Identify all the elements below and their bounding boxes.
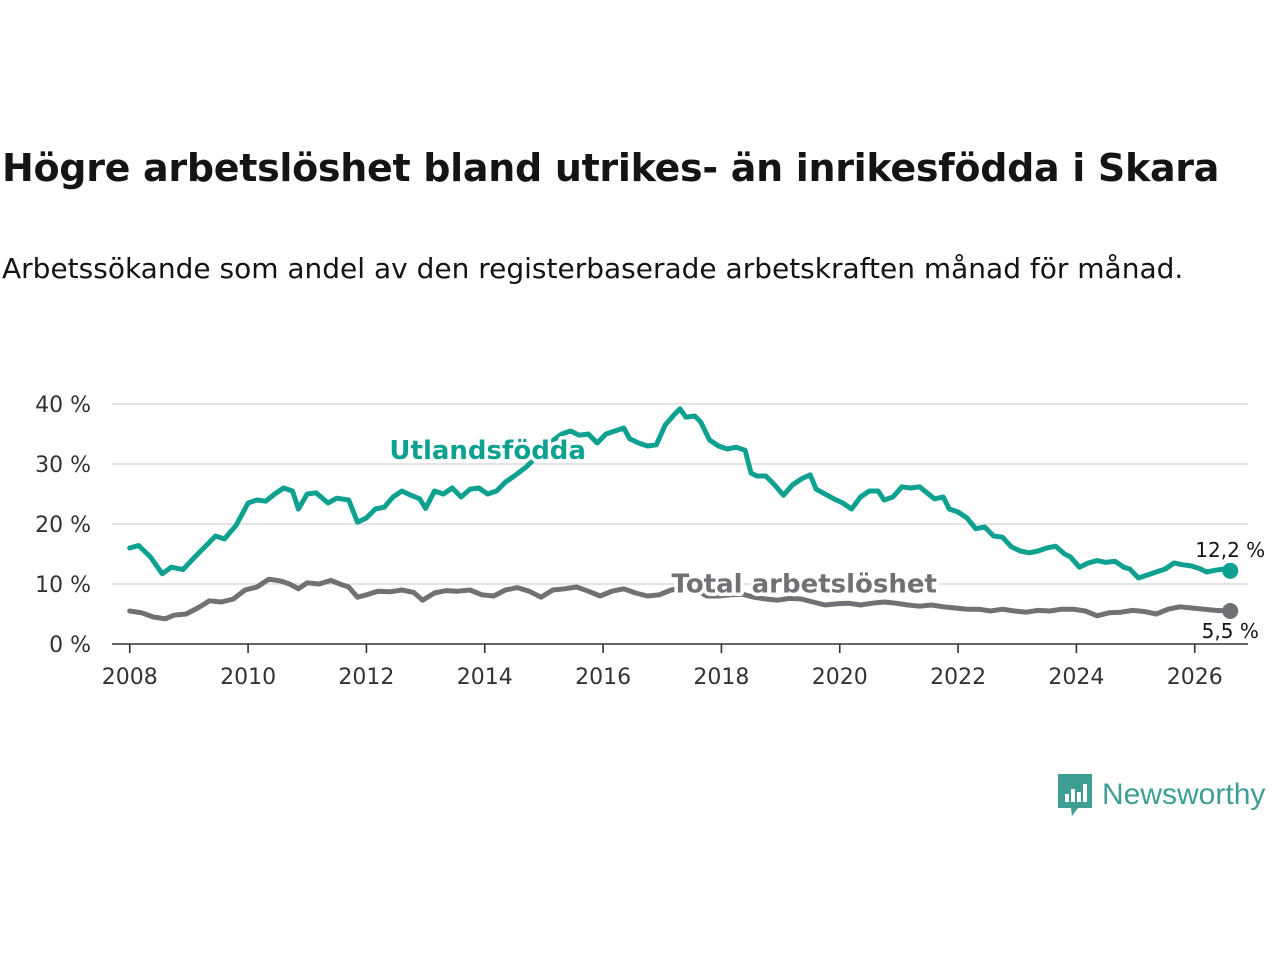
chart-subtitle: Arbetssökande som andel av den registerb…: [2, 252, 1184, 285]
x-tick-label: 2010: [220, 665, 276, 690]
axes: 0 % 10 % 20 % 30 % 40 % 2008 2010 2012 2014 2016 2…: [35, 393, 1248, 690]
x-tick-label: 2014: [457, 665, 513, 690]
series-labels: 12,2 % 5,5 % Utlandsfödda Total arbetslöshe…: [386, 433, 1267, 645]
line-chart: 0 % 10 % 20 % 30 % 40 % 2008 2010 2012 2014 2016 2…: [35, 393, 1267, 690]
end-value-label: 12,2 %: [1195, 538, 1265, 562]
series-label: Utlandsfödda: [389, 436, 586, 466]
chart-title: Högre arbetslöshet bland utrikes- än inr…: [2, 146, 1220, 190]
grid-lines: [112, 403, 1248, 585]
end-point-total-arbetslöshet: [1222, 603, 1239, 619]
x-tick-label: 2024: [1048, 665, 1104, 690]
series-label: Total arbetslöshet: [672, 569, 937, 599]
y-tick-label: 0 %: [49, 633, 91, 658]
series-lines: [127, 406, 1239, 622]
x-tick-label: 2018: [693, 665, 749, 690]
series-line-total-arbetslöshet: [127, 576, 1233, 622]
series-line-utlandsfödda: [127, 406, 1233, 581]
y-tick-label: 30 %: [35, 453, 91, 478]
y-tick-label: 10 %: [35, 573, 91, 598]
end-value-label: 5,5 %: [1202, 619, 1259, 643]
newsworthy-logo: Newsworthy: [1058, 772, 1265, 818]
x-tick-label: 2022: [930, 665, 986, 690]
y-tick-label: 40 %: [35, 393, 91, 418]
x-tick-label: 2016: [575, 665, 631, 690]
x-tick-label: 2008: [102, 665, 158, 690]
newsworthy-logo-icon: [1058, 774, 1092, 816]
x-tick-label: 2020: [812, 665, 868, 690]
y-tick-label: 20 %: [35, 513, 91, 538]
brand-name: Newsworthy: [1102, 778, 1266, 811]
x-tick-label: 2026: [1167, 665, 1223, 690]
x-tick-label: 2012: [338, 665, 394, 690]
end-point-utlandsfödda: [1222, 562, 1239, 579]
